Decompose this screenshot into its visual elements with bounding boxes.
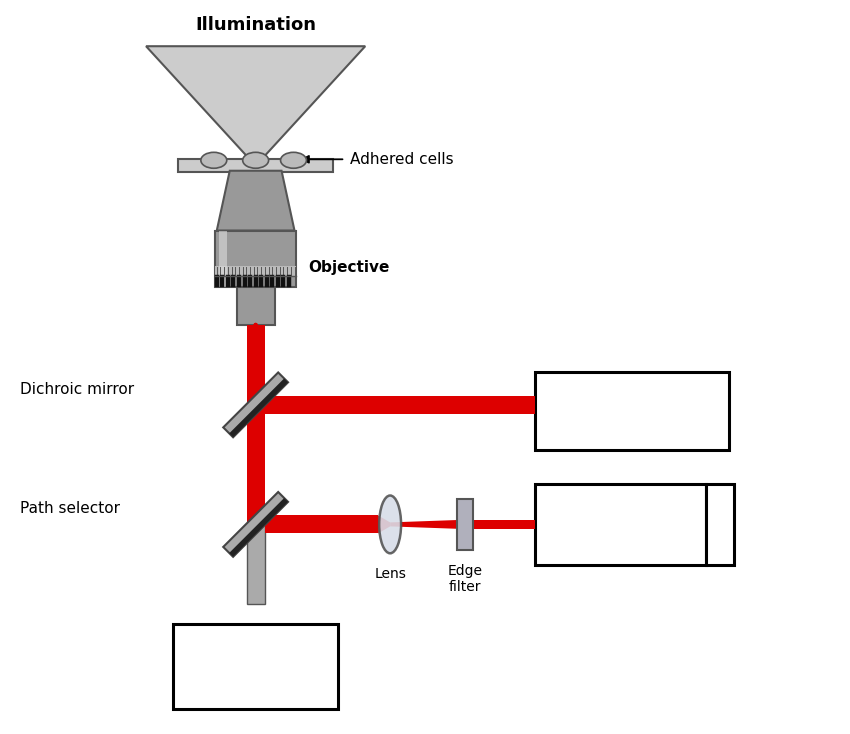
Bar bbox=[535, 484, 706, 565]
Text: Diode laser
785 nm: Diode laser 785 nm bbox=[579, 391, 685, 430]
Ellipse shape bbox=[280, 153, 307, 168]
Bar bbox=[457, 498, 473, 550]
Bar bbox=[218, 230, 227, 287]
Polygon shape bbox=[230, 498, 288, 557]
Text: Adhered cells: Adhered cells bbox=[350, 152, 454, 167]
Text: Spectrometer: Spectrometer bbox=[551, 515, 680, 534]
Bar bbox=[178, 159, 333, 172]
Polygon shape bbox=[224, 372, 288, 437]
Text: Path selector: Path selector bbox=[20, 501, 120, 517]
Bar bbox=[215, 230, 297, 287]
Bar bbox=[173, 624, 337, 709]
Bar bbox=[246, 325, 264, 405]
Text: Edge
filter: Edge filter bbox=[447, 564, 482, 595]
Ellipse shape bbox=[201, 153, 227, 168]
Bar bbox=[535, 372, 728, 450]
Polygon shape bbox=[217, 171, 294, 230]
Bar bbox=[264, 396, 535, 414]
Ellipse shape bbox=[379, 495, 401, 553]
Text: CCD: CCD bbox=[713, 510, 727, 539]
Ellipse shape bbox=[243, 153, 269, 168]
Text: Objective: Objective bbox=[309, 260, 390, 275]
Bar bbox=[473, 520, 535, 529]
Polygon shape bbox=[390, 520, 460, 529]
Text: Illumination: Illumination bbox=[196, 16, 316, 34]
Bar bbox=[264, 515, 378, 534]
Polygon shape bbox=[146, 46, 366, 166]
Text: Dichroic mirror: Dichroic mirror bbox=[20, 382, 133, 397]
Polygon shape bbox=[224, 492, 288, 557]
Bar bbox=[215, 266, 297, 276]
Bar bbox=[236, 287, 275, 325]
Bar bbox=[246, 524, 264, 604]
Text: CCD
camera: CCD camera bbox=[221, 647, 290, 686]
Polygon shape bbox=[378, 515, 390, 534]
Polygon shape bbox=[230, 379, 288, 437]
Bar bbox=[706, 484, 734, 565]
Bar bbox=[246, 405, 264, 524]
Text: Lens: Lens bbox=[374, 567, 406, 581]
